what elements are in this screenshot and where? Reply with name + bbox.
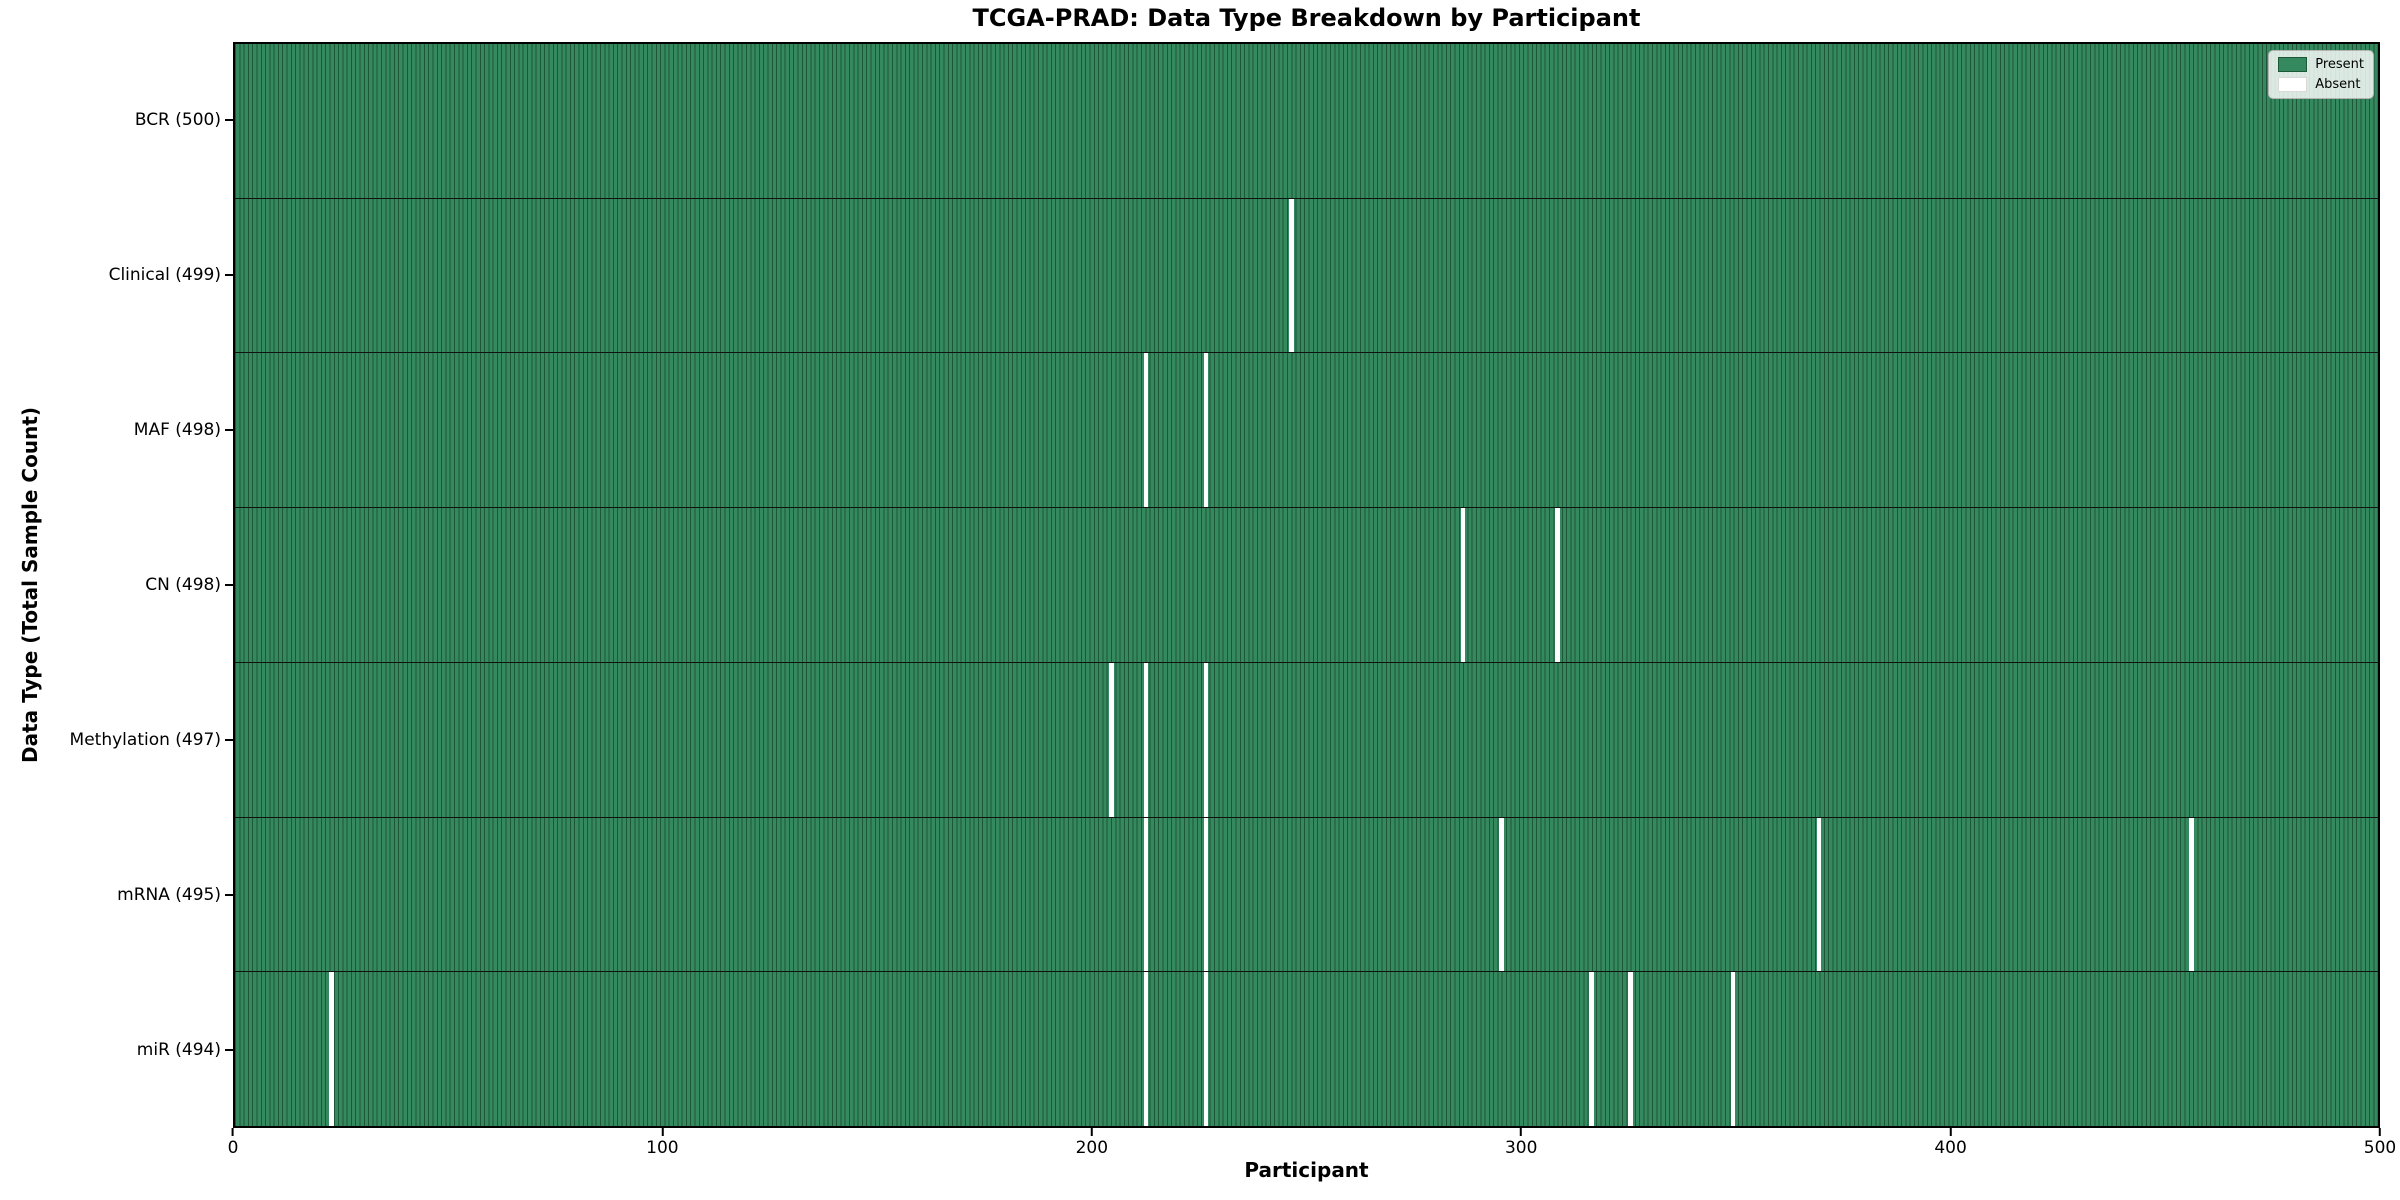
y-tick-clinical: Clinical (499) [109, 265, 233, 285]
tick-mark [225, 739, 233, 742]
chart-title: TCGA-PRAD: Data Type Breakdown by Partic… [972, 4, 1641, 32]
x-tick-label: 500 [2363, 1138, 2397, 1158]
y-tick-mrna: mRNA (495) [117, 885, 233, 905]
tick-mark [2378, 1128, 2381, 1136]
legend-entry-absent: Absent [2278, 77, 2364, 92]
y-tick-cn: CN (498) [145, 575, 233, 595]
legend-label-absent: Absent [2315, 77, 2361, 92]
absent-gap [1143, 972, 1149, 1127]
tick-mark [1949, 1128, 1952, 1136]
x-axis-ticks: 0 100 200 300 400 500 [228, 1128, 2396, 1162]
tick-mark [225, 273, 233, 276]
row-maf [235, 352, 2378, 508]
x-tick-300: 300 [1505, 1128, 1537, 1158]
absent-gap [2189, 817, 2194, 972]
y-tick-mir: miR (494) [137, 1040, 233, 1060]
absent-gap [1203, 353, 1209, 508]
tick-mark [1520, 1128, 1523, 1136]
row-cn [235, 507, 2378, 662]
x-tick-400: 400 [1934, 1128, 1967, 1158]
absent-gap [1289, 198, 1294, 353]
y-tick-label: Methylation (497) [69, 730, 221, 751]
tick-mark [225, 428, 233, 431]
tick-mark [231, 1128, 234, 1136]
tick-mark [225, 584, 233, 586]
row-mir [235, 971, 2378, 1127]
y-tick-label: Clinical (499) [108, 264, 221, 285]
absent-gap [1203, 817, 1209, 972]
x-axis-label: Participant [1244, 1158, 1369, 1182]
absent-gap [1499, 817, 1504, 972]
absent-gap [1589, 972, 1594, 1127]
y-tick-label: mRNA (495) [117, 885, 221, 906]
y-tick-maf: MAF (498) [134, 420, 233, 440]
absent-gap [1143, 662, 1149, 817]
absent-gap [1143, 353, 1149, 508]
x-tick-label: 400 [1934, 1138, 1967, 1158]
tick-mark [225, 1049, 233, 1052]
absent-gap [329, 972, 334, 1127]
tick-mark [661, 1128, 664, 1136]
absent-gap [1730, 972, 1736, 1127]
row-mrna [235, 816, 2378, 972]
y-tick-label: CN (498) [145, 575, 221, 595]
x-tick-label: 200 [1075, 1138, 1109, 1158]
absent-swatch-icon [2278, 77, 2308, 92]
absent-gap [1460, 508, 1466, 662]
x-tick-label: 300 [1504, 1138, 1538, 1158]
y-tick-bcr: BCR (500) [135, 110, 233, 130]
y-tick-label: BCR (500) [134, 109, 221, 130]
absent-gap [1143, 817, 1149, 972]
absent-gap [1203, 972, 1209, 1127]
y-tick-methylation: Methylation (497) [70, 730, 233, 750]
plot-area [233, 42, 2380, 1128]
x-tick-0: 0 [227, 1128, 239, 1158]
legend-label-present: Present [2315, 57, 2364, 72]
absent-gap [1555, 508, 1560, 662]
y-tick-label: MAF (498) [133, 419, 221, 440]
x-tick-200: 200 [1076, 1128, 1108, 1158]
row-methylation [235, 661, 2378, 817]
absent-gap [1109, 662, 1114, 817]
row-bcr [235, 44, 2378, 198]
legend-entry-present: Present [2278, 57, 2364, 72]
y-tick-label: miR (494) [136, 1040, 221, 1061]
absent-gap [1203, 662, 1209, 817]
x-tick-label: 0 [227, 1138, 239, 1158]
x-tick-500: 500 [2364, 1128, 2396, 1158]
x-tick-label: 100 [646, 1138, 679, 1158]
tick-mark [1090, 1128, 1093, 1136]
tick-mark [225, 118, 233, 121]
absent-gap [1816, 817, 1822, 972]
tick-mark [225, 894, 233, 897]
absent-gap [1627, 972, 1633, 1127]
present-swatch-icon [2278, 57, 2308, 72]
x-tick-100: 100 [646, 1128, 679, 1158]
y-axis-label: Data Type (Total Sample Count) [18, 406, 42, 764]
row-clinical [235, 197, 2378, 353]
legend: Present Absent [2268, 50, 2374, 99]
